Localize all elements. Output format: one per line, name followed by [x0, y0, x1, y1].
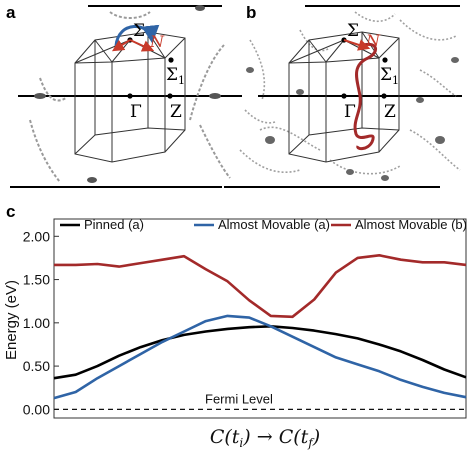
chart-series-group	[53, 254, 467, 400]
legend-label-almost-movable-b: Almost Movable (b)	[355, 217, 467, 232]
panel-a-sigma1-sub: 1	[178, 74, 185, 87]
panel-a-brillouin-zone: a	[6, 3, 242, 188]
chart-legend: Pinned (a) Almost Movable (a) Almost Mov…	[60, 217, 467, 232]
y-tick-label: 1.00	[23, 315, 50, 331]
legend-label-pinned: Pinned (a)	[84, 217, 144, 232]
panel-b-sigma1-sub: 1	[392, 74, 399, 87]
y-tick-label: 2.00	[23, 228, 50, 244]
panel-b-path	[353, 43, 377, 151]
panel-b-sigma1-label: Σ	[380, 65, 392, 85]
panel-a-z-label: Z	[170, 102, 182, 122]
panel-b-letter: b	[246, 3, 256, 22]
panel-a-n-label: N	[149, 32, 165, 51]
chart-y-axis: 0.00 0.50 1.00 1.50 2.00	[23, 228, 59, 417]
legend-label-almost-movable-a: Almost Movable (a)	[218, 217, 330, 232]
panel-b-n-vector	[343, 39, 371, 51]
panel-b-gamma-label: Γ	[344, 102, 356, 122]
panel-a-fermi-surface-contours	[29, 11, 231, 183]
panel-b-z-point	[381, 93, 387, 99]
chart-y-axis-label: Energy (eV)	[3, 280, 20, 360]
chart-plot-frame	[53, 218, 467, 419]
chart-x-axis-label: C(ti) → C(tf)	[210, 426, 320, 450]
panel-a-gamma-point	[127, 93, 133, 99]
panel-a-sigma1-label: Σ	[166, 65, 178, 85]
panel-b-z-label: Z	[384, 102, 396, 122]
panel-a-sigma-label: Σ	[133, 21, 145, 41]
y-tick-label: 0.50	[23, 358, 50, 374]
series-line-pinned	[53, 325, 467, 380]
chart-fermi-level-label: Fermi Level	[205, 391, 273, 406]
y-tick-label: 0.00	[23, 401, 50, 417]
panel-b-n-label: N	[365, 31, 381, 50]
panel-b-sigma-label: Σ	[347, 21, 359, 41]
series-line-almost-movable-a	[53, 314, 467, 400]
panel-a-gamma-label: Γ	[130, 102, 142, 122]
panel-c-energy-chart: c 0.00 0.50 1.00 1.50 2.00 Energy (eV) Fermi…	[3, 202, 467, 450]
panel-a-z-point	[167, 93, 173, 99]
panel-b-gamma-point	[341, 93, 347, 99]
panel-b-brillouin-zone: b	[224, 3, 462, 188]
panel-b-sigma1-point	[382, 57, 388, 63]
series-line-almost-movable-b	[54, 254, 467, 319]
panel-a-n-vector-right	[129, 39, 155, 52]
y-tick-label: 1.50	[23, 272, 50, 288]
panel-b-fermi-surface-contours	[239, 11, 461, 175]
panel-c-letter: c	[6, 202, 15, 221]
panel-a-sigma1-point	[168, 57, 174, 63]
panel-a-letter: a	[6, 3, 16, 22]
panel-b-fermi-blobs	[246, 57, 459, 181]
panel-a-fermi-blobs	[34, 5, 221, 183]
panel-a-path-arrow	[114, 24, 160, 47]
panel-a-n-vector-left	[111, 39, 131, 52]
